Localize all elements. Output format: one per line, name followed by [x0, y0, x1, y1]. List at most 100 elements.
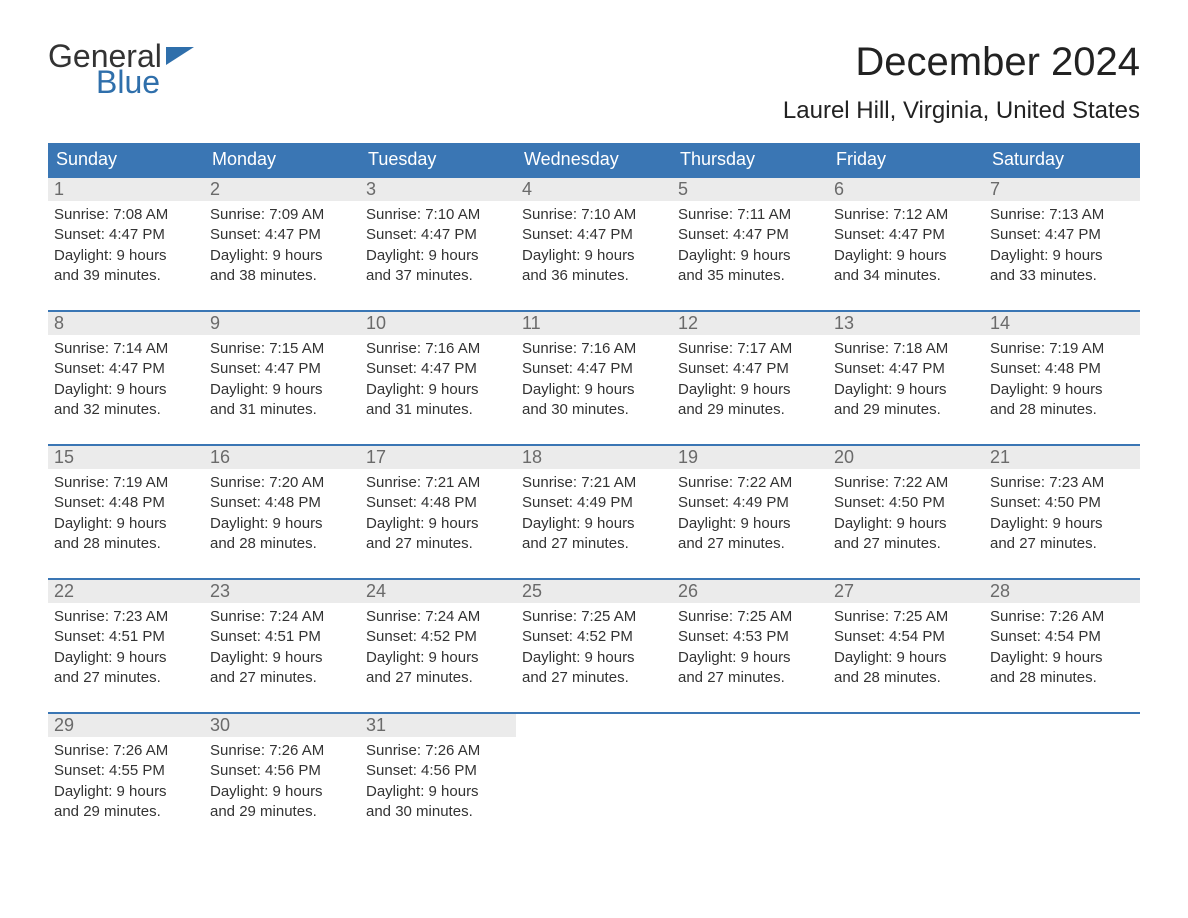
day-number: 25 — [516, 580, 672, 603]
day-sunrise: Sunrise: 7:10 AM — [522, 205, 666, 225]
day-header-sunday: Sunday — [48, 143, 204, 176]
day-sunrise: Sunrise: 7:21 AM — [366, 473, 510, 493]
day-daylight1: Daylight: 9 hours — [54, 246, 198, 266]
day-number: 30 — [204, 714, 360, 737]
day-header-thursday: Thursday — [672, 143, 828, 176]
day-daylight2: and 27 minutes. — [990, 534, 1134, 554]
day-daylight2: and 27 minutes. — [366, 668, 510, 688]
week-row: 29Sunrise: 7:26 AMSunset: 4:55 PMDayligh… — [48, 712, 1140, 828]
day-cell: 28Sunrise: 7:26 AMSunset: 4:54 PMDayligh… — [984, 580, 1140, 694]
day-body: Sunrise: 7:19 AMSunset: 4:48 PMDaylight:… — [48, 469, 204, 560]
day-body: Sunrise: 7:09 AMSunset: 4:47 PMDaylight:… — [204, 201, 360, 292]
week-row: 1Sunrise: 7:08 AMSunset: 4:47 PMDaylight… — [48, 176, 1140, 292]
day-daylight1: Daylight: 9 hours — [54, 782, 198, 802]
day-sunrise: Sunrise: 7:25 AM — [834, 607, 978, 627]
day-sunset: Sunset: 4:48 PM — [366, 493, 510, 513]
day-sunset: Sunset: 4:51 PM — [54, 627, 198, 647]
day-body: Sunrise: 7:26 AMSunset: 4:55 PMDaylight:… — [48, 737, 204, 828]
day-header-wednesday: Wednesday — [516, 143, 672, 176]
day-sunset: Sunset: 4:52 PM — [522, 627, 666, 647]
day-daylight2: and 28 minutes. — [834, 668, 978, 688]
day-sunrise: Sunrise: 7:22 AM — [834, 473, 978, 493]
day-daylight2: and 37 minutes. — [366, 266, 510, 286]
day-cell: 22Sunrise: 7:23 AMSunset: 4:51 PMDayligh… — [48, 580, 204, 694]
day-body: Sunrise: 7:16 AMSunset: 4:47 PMDaylight:… — [360, 335, 516, 426]
day-sunset: Sunset: 4:54 PM — [990, 627, 1134, 647]
day-sunrise: Sunrise: 7:26 AM — [210, 741, 354, 761]
day-daylight2: and 29 minutes. — [210, 802, 354, 822]
day-sunrise: Sunrise: 7:24 AM — [366, 607, 510, 627]
day-sunset: Sunset: 4:47 PM — [54, 225, 198, 245]
day-header-row: Sunday Monday Tuesday Wednesday Thursday… — [48, 143, 1140, 176]
day-sunset: Sunset: 4:55 PM — [54, 761, 198, 781]
day-cell — [828, 714, 984, 828]
day-number: 21 — [984, 446, 1140, 469]
day-daylight1: Daylight: 9 hours — [834, 380, 978, 400]
day-number — [516, 714, 672, 737]
day-body: Sunrise: 7:22 AMSunset: 4:50 PMDaylight:… — [828, 469, 984, 560]
day-daylight1: Daylight: 9 hours — [522, 648, 666, 668]
week-row: 8Sunrise: 7:14 AMSunset: 4:47 PMDaylight… — [48, 310, 1140, 426]
week-row: 15Sunrise: 7:19 AMSunset: 4:48 PMDayligh… — [48, 444, 1140, 560]
day-daylight1: Daylight: 9 hours — [522, 380, 666, 400]
day-daylight2: and 38 minutes. — [210, 266, 354, 286]
day-daylight1: Daylight: 9 hours — [990, 648, 1134, 668]
day-sunrise: Sunrise: 7:18 AM — [834, 339, 978, 359]
day-cell: 18Sunrise: 7:21 AMSunset: 4:49 PMDayligh… — [516, 446, 672, 560]
day-number — [828, 714, 984, 737]
day-number: 27 — [828, 580, 984, 603]
day-daylight2: and 30 minutes. — [366, 802, 510, 822]
day-body: Sunrise: 7:26 AMSunset: 4:56 PMDaylight:… — [360, 737, 516, 828]
day-sunrise: Sunrise: 7:20 AM — [210, 473, 354, 493]
day-daylight2: and 30 minutes. — [522, 400, 666, 420]
day-sunrise: Sunrise: 7:19 AM — [990, 339, 1134, 359]
day-cell — [984, 714, 1140, 828]
day-daylight1: Daylight: 9 hours — [990, 380, 1134, 400]
day-daylight1: Daylight: 9 hours — [834, 514, 978, 534]
day-body: Sunrise: 7:17 AMSunset: 4:47 PMDaylight:… — [672, 335, 828, 426]
day-daylight1: Daylight: 9 hours — [366, 246, 510, 266]
day-daylight2: and 27 minutes. — [834, 534, 978, 554]
day-sunset: Sunset: 4:53 PM — [678, 627, 822, 647]
day-sunrise: Sunrise: 7:15 AM — [210, 339, 354, 359]
day-number: 28 — [984, 580, 1140, 603]
day-body: Sunrise: 7:10 AMSunset: 4:47 PMDaylight:… — [516, 201, 672, 292]
day-number: 24 — [360, 580, 516, 603]
day-body: Sunrise: 7:22 AMSunset: 4:49 PMDaylight:… — [672, 469, 828, 560]
day-body: Sunrise: 7:25 AMSunset: 4:52 PMDaylight:… — [516, 603, 672, 694]
day-daylight1: Daylight: 9 hours — [54, 380, 198, 400]
day-daylight1: Daylight: 9 hours — [54, 514, 198, 534]
day-daylight1: Daylight: 9 hours — [210, 380, 354, 400]
day-number: 7 — [984, 178, 1140, 201]
day-cell: 20Sunrise: 7:22 AMSunset: 4:50 PMDayligh… — [828, 446, 984, 560]
day-daylight2: and 27 minutes. — [366, 534, 510, 554]
day-sunset: Sunset: 4:48 PM — [990, 359, 1134, 379]
day-daylight1: Daylight: 9 hours — [678, 380, 822, 400]
day-sunset: Sunset: 4:47 PM — [522, 225, 666, 245]
day-daylight2: and 27 minutes. — [522, 668, 666, 688]
day-daylight2: and 31 minutes. — [210, 400, 354, 420]
day-number: 16 — [204, 446, 360, 469]
day-daylight1: Daylight: 9 hours — [834, 648, 978, 668]
logo: General Blue — [48, 40, 194, 98]
day-daylight2: and 29 minutes. — [54, 802, 198, 822]
day-daylight2: and 28 minutes. — [990, 400, 1134, 420]
day-sunset: Sunset: 4:48 PM — [54, 493, 198, 513]
day-daylight1: Daylight: 9 hours — [522, 246, 666, 266]
day-number: 6 — [828, 178, 984, 201]
day-sunset: Sunset: 4:50 PM — [834, 493, 978, 513]
day-sunrise: Sunrise: 7:25 AM — [522, 607, 666, 627]
day-body: Sunrise: 7:16 AMSunset: 4:47 PMDaylight:… — [516, 335, 672, 426]
day-sunset: Sunset: 4:56 PM — [366, 761, 510, 781]
day-sunrise: Sunrise: 7:17 AM — [678, 339, 822, 359]
day-body: Sunrise: 7:26 AMSunset: 4:54 PMDaylight:… — [984, 603, 1140, 694]
day-body: Sunrise: 7:21 AMSunset: 4:48 PMDaylight:… — [360, 469, 516, 560]
day-sunset: Sunset: 4:47 PM — [678, 359, 822, 379]
day-sunrise: Sunrise: 7:26 AM — [990, 607, 1134, 627]
day-daylight2: and 36 minutes. — [522, 266, 666, 286]
day-daylight1: Daylight: 9 hours — [678, 514, 822, 534]
day-number: 2 — [204, 178, 360, 201]
day-daylight2: and 27 minutes. — [54, 668, 198, 688]
day-cell: 4Sunrise: 7:10 AMSunset: 4:47 PMDaylight… — [516, 178, 672, 292]
day-body: Sunrise: 7:19 AMSunset: 4:48 PMDaylight:… — [984, 335, 1140, 426]
